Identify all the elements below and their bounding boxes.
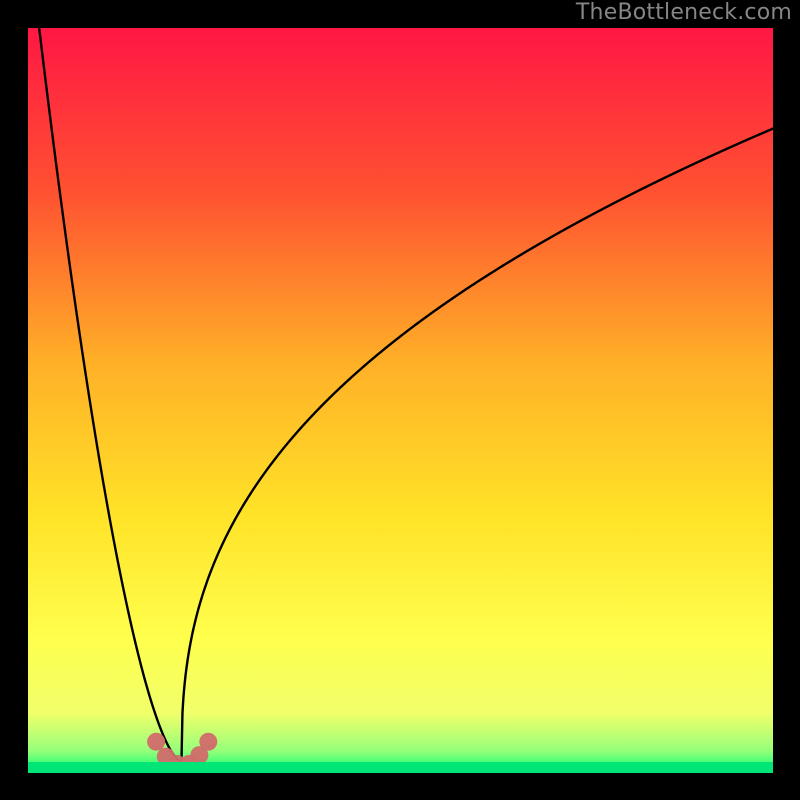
chart-root: TheBottleneck.com xyxy=(0,0,800,800)
watermark-text: TheBottleneck.com xyxy=(576,0,792,25)
plot-area xyxy=(28,28,773,773)
green-strip xyxy=(28,762,773,773)
